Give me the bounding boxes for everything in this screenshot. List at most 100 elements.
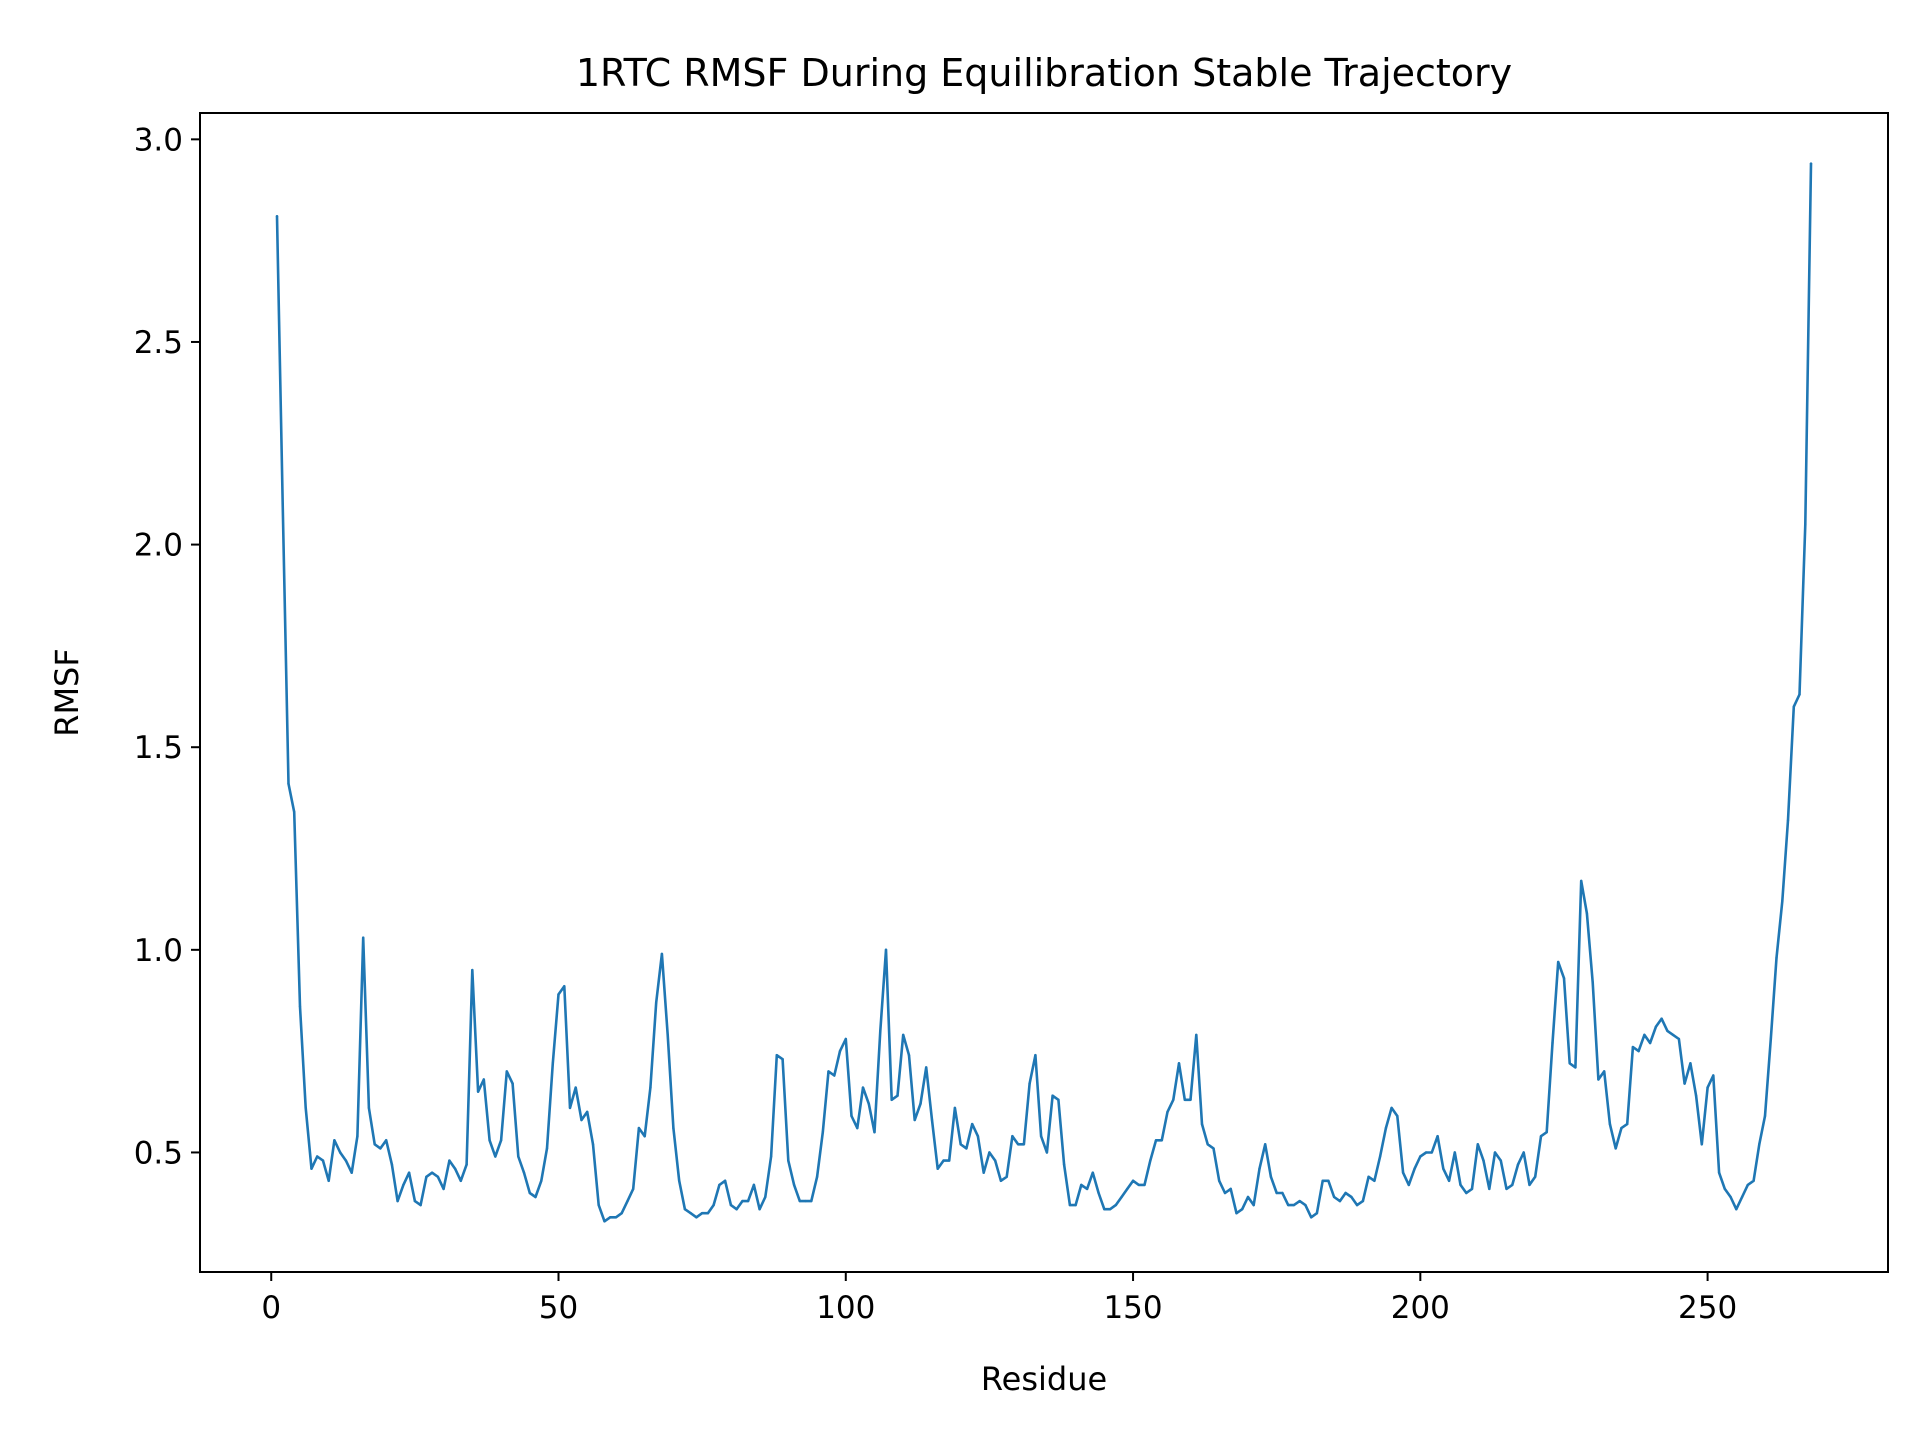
data-point [758,1208,761,1211]
data-point [896,1094,899,1097]
data-point [994,1159,997,1162]
data-point [821,1131,824,1134]
data-point [1183,1098,1187,1102]
data-point [362,936,365,939]
data-point [597,1203,600,1207]
data-point [1206,1143,1209,1146]
data-point [1568,1062,1571,1065]
data-point [568,1106,572,1110]
data-point [1534,1175,1537,1179]
data-point [1551,1041,1554,1045]
data-point [632,1187,635,1191]
data-point [563,985,566,988]
data-point [1786,819,1790,822]
data-point [976,1135,980,1138]
data-point [1367,1175,1370,1179]
data-point [344,1159,348,1162]
data-point [1511,1183,1514,1187]
data-point [838,1049,842,1053]
data-point [706,1212,710,1215]
data-point [1809,162,1813,165]
data-point [1137,1183,1141,1187]
data-point [1603,1070,1606,1073]
data-point [1327,1179,1330,1183]
data-point [482,1078,485,1081]
data-point [781,1058,784,1061]
data-point [1608,1122,1612,1126]
data-point [925,1066,928,1069]
data-point [1241,1208,1244,1211]
data-point [1493,1151,1497,1154]
data-point [833,1074,836,1077]
data-point [1005,1175,1008,1179]
data-point [695,1216,698,1219]
data-point [637,1126,641,1130]
data-point [930,1118,934,1122]
data-point [1717,1171,1721,1174]
data-point [1516,1163,1520,1166]
data-point [1453,1151,1457,1154]
data-point [1189,1098,1192,1102]
data-point [1011,1135,1014,1138]
rmsf-series-line [275,162,1813,1223]
data-point [1689,1062,1692,1065]
data-point [678,1179,681,1183]
data-point [1091,1171,1095,1174]
data-point [1281,1191,1284,1195]
data-point [580,1118,583,1122]
data-point [1447,1179,1451,1183]
data-point [1671,1033,1675,1037]
data-point [1212,1147,1215,1150]
data-point [948,1159,951,1162]
x-tick-label: 250 [1678,1290,1737,1326]
data-point [1384,1126,1388,1130]
data-point [1631,1045,1635,1049]
data-point [281,502,284,506]
data-point [1401,1171,1405,1174]
data-point [1683,1082,1686,1085]
data-point [902,1033,905,1037]
data-point [499,1139,503,1142]
data-point [275,215,279,218]
data-point [459,1179,462,1183]
data-point [1355,1203,1359,1207]
data-point [723,1179,727,1183]
data-point [971,1122,974,1126]
data-point [574,1086,577,1089]
data-point [609,1216,612,1219]
data-point [614,1216,618,1219]
data-point [752,1183,756,1187]
data-point [1769,1037,1773,1041]
data-point [1085,1187,1089,1191]
data-point [304,1106,307,1110]
data-point [1143,1183,1146,1187]
data-point [430,1171,434,1174]
data-point [1476,1143,1480,1146]
data-point [1557,960,1560,964]
data-point [712,1203,715,1207]
data-point [1792,705,1796,708]
data-point [1068,1203,1072,1207]
data-point [1585,912,1589,915]
data-point [586,1110,589,1114]
data-point [1373,1179,1376,1183]
data-point [1424,1151,1428,1154]
data-point [1804,523,1807,526]
data-point [1505,1187,1508,1191]
data-point [1436,1135,1439,1138]
data-point [310,1167,313,1170]
data-point [804,1199,807,1203]
data-point [735,1208,738,1211]
data-point [540,1179,543,1183]
data-point [551,1062,554,1065]
data-point [655,1001,658,1004]
data-point [1407,1183,1411,1187]
data-point [1057,1098,1060,1102]
data-point [1740,1195,1744,1199]
data-point [942,1159,945,1162]
data-point [1166,1110,1169,1114]
data-point [1654,1025,1658,1029]
data-point [390,1163,394,1166]
